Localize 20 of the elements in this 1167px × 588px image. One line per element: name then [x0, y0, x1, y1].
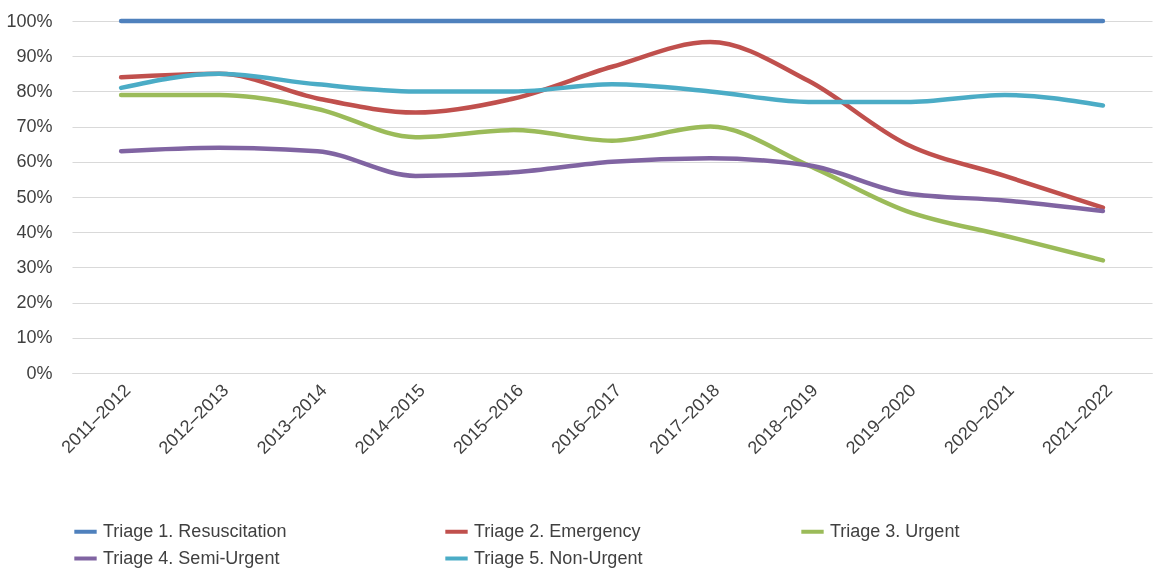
y-tick-label: 10% — [16, 327, 53, 348]
y-tick-label: 20% — [16, 292, 53, 313]
y-tick-label: 90% — [16, 45, 53, 66]
y-tick-label: 80% — [16, 80, 53, 101]
y-tick-label: 100% — [6, 10, 53, 31]
line-series — [118, 92, 1106, 263]
legend-label: Triage 2. Emergency — [474, 520, 641, 541]
y-tick-label: 70% — [16, 116, 53, 137]
line-series — [118, 39, 1106, 210]
line-series — [118, 145, 1106, 214]
y-tick-label: 60% — [16, 151, 53, 172]
legend-label: Triage 3. Urgent — [830, 520, 960, 541]
legend-label: Triage 1. Resuscitation — [103, 520, 287, 541]
y-tick-label: 0% — [26, 362, 53, 383]
line-series — [118, 71, 1106, 108]
y-tick-label: 40% — [16, 221, 53, 242]
legend-label: Triage 4. Semi-Urgent — [103, 547, 280, 568]
y-tick-label: 50% — [16, 186, 53, 207]
y-tick-label: 30% — [16, 256, 53, 277]
legend-label: Triage 5. Non-Urgent — [474, 547, 643, 568]
